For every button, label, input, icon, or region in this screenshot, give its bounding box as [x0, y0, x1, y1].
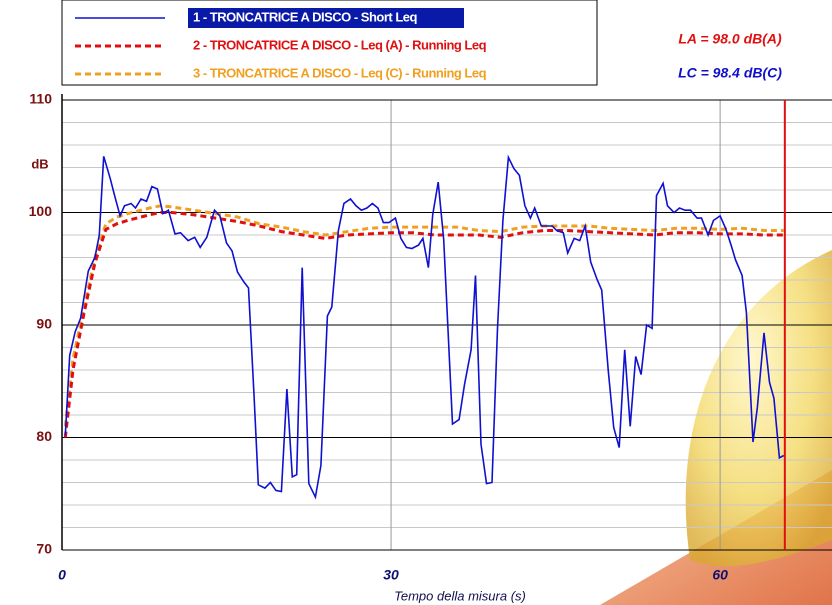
legend-label: 2 - TRONCATRICE A DISCO - Leq (A) - Runn… [193, 37, 487, 52]
y-axis-label: dB [31, 156, 48, 171]
x-tick-label: 60 [712, 567, 728, 583]
legend-label: 1 - TRONCATRICE A DISCO - Short Leq [193, 9, 418, 24]
series-line [65, 156, 783, 497]
series-line [65, 206, 783, 426]
x-axis-label: Tempo della misura (s) [394, 588, 526, 603]
x-tick-label: 30 [383, 567, 399, 583]
y-tick-label: 110 [29, 91, 52, 107]
chart: 0 30 60 70 80 90 100 110 dB Tempo della misura (s… [0, 0, 832, 605]
y-tick-label: 100 [29, 203, 53, 219]
annotation: LC = 98.4 dB(C) [678, 65, 782, 81]
x-tick-label: 0 [58, 567, 66, 583]
background-helmet [600, 250, 832, 605]
annotation: LA = 98.0 dB(A) [678, 31, 782, 47]
y-tick-label: 80 [36, 428, 52, 444]
legend-label: 3 - TRONCATRICE A DISCO - Leq (C) - Runn… [193, 65, 487, 80]
y-tick-label: 70 [36, 541, 52, 557]
y-tick-label: 90 [36, 316, 52, 332]
